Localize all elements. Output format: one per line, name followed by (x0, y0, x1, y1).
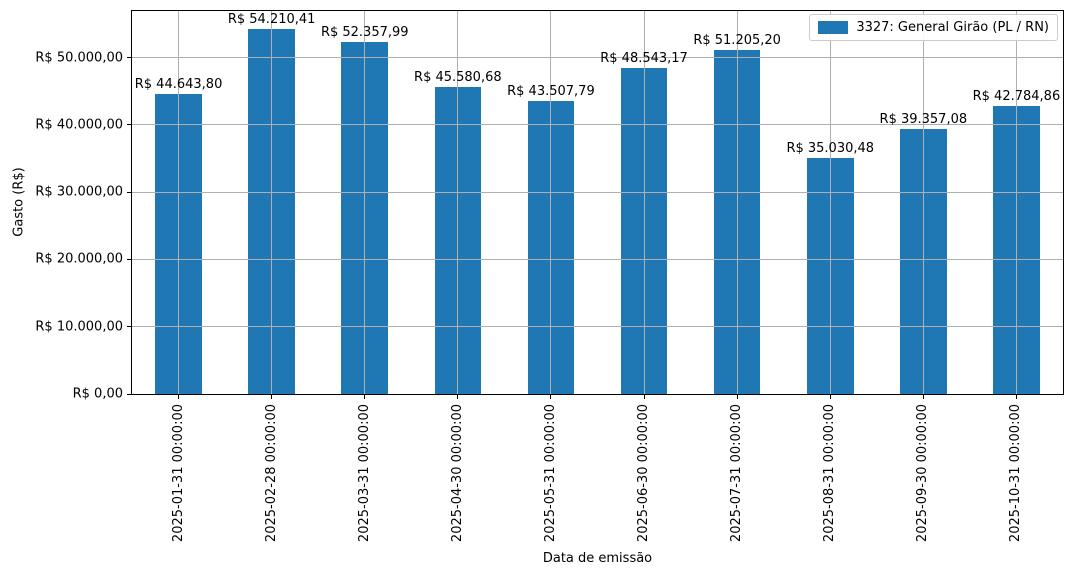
gridline-vertical (736, 11, 738, 394)
x-tick-mark (643, 395, 645, 399)
gridline-horizontal (132, 191, 1063, 193)
y-tick-mark (127, 191, 131, 193)
gridline-vertical (829, 11, 831, 394)
gridline-vertical (922, 11, 924, 394)
x-tick-mark (364, 395, 366, 399)
x-tick-mark (178, 395, 180, 399)
x-axis-label: Data de emissão (542, 551, 653, 566)
legend-label: 3327: General Girão (PL / RN) (856, 20, 1049, 35)
y-tick-label: R$ 40.000,00 (35, 117, 123, 133)
x-tick-mark (457, 395, 459, 399)
gridline-horizontal (132, 124, 1063, 126)
gridline-vertical (271, 11, 273, 394)
x-tick-label-text: 2025-03-31 00:00:00 (356, 404, 372, 543)
bar-value-label: R$ 45.580,68 (414, 70, 502, 86)
x-tick-label-text: 2025-07-31 00:00:00 (729, 404, 745, 543)
y-tick-label: R$ 20.000,00 (35, 251, 123, 267)
x-tick-label-text: 2025-08-31 00:00:00 (822, 404, 838, 543)
y-tick-label: R$ 30.000,00 (35, 184, 123, 200)
y-tick-label: R$ 0,00 (72, 386, 123, 402)
x-tick-label-text: 2025-02-28 00:00:00 (263, 404, 279, 543)
x-tick-label-text: 2025-04-30 00:00:00 (449, 404, 465, 543)
x-tick-mark (1015, 395, 1017, 399)
x-tick-label-text: 2025-09-30 00:00:00 (915, 404, 931, 543)
y-axis-label: Gasto (R$) (11, 167, 27, 237)
gridline-vertical (550, 11, 552, 394)
x-tick-label: 2025-10-31 00:00:00 (1008, 404, 1072, 542)
bar-value-label: R$ 43.507,79 (507, 84, 595, 100)
gridline-horizontal (132, 57, 1063, 59)
gridline-vertical (643, 11, 645, 394)
plot-area: 3327: General Girão (PL / RN) R$ 0,00 R$ … (35, 10, 1064, 542)
y-tick-mark (127, 393, 131, 395)
gridline-vertical (178, 11, 180, 394)
x-tick-mark (736, 395, 738, 399)
gridline-vertical (457, 11, 459, 394)
legend: 3327: General Girão (PL / RN) (809, 14, 1058, 41)
bar-value-label: R$ 48.543,17 (600, 50, 688, 66)
bar-value-label: R$ 42.784,86 (972, 89, 1061, 105)
y-tick-mark (127, 57, 131, 59)
bar-value-label: R$ 39.357,08 (879, 112, 968, 128)
y-tick-label: R$ 10.000,00 (35, 319, 123, 335)
x-tick-label-text: 2025-05-31 00:00:00 (542, 404, 558, 543)
bar-value-label: R$ 54.210,41 (227, 12, 316, 28)
bar-value-label: R$ 52.357,99 (320, 24, 409, 40)
y-tick-label: R$ 50.000,00 (35, 50, 123, 66)
bar-value-label: R$ 51.205,20 (693, 32, 781, 48)
gridline-horizontal (132, 326, 1063, 328)
x-tick-label-text: 2025-06-30 00:00:00 (636, 404, 652, 543)
gridline-vertical (1015, 11, 1017, 394)
gridline-vertical (364, 11, 366, 394)
y-tick-mark (127, 326, 131, 328)
y-tick-mark (127, 124, 131, 126)
x-tick-mark (829, 395, 831, 399)
x-tick-mark (271, 395, 273, 399)
x-tick-mark (922, 395, 924, 399)
y-tick-mark (127, 258, 131, 260)
x-tick-mark (550, 395, 552, 399)
bar-value-label: R$ 44.643,80 (134, 76, 223, 92)
legend-swatch-icon (818, 21, 849, 34)
bar-value-label: R$ 35.030,48 (786, 141, 875, 157)
gridline-horizontal (132, 258, 1063, 260)
x-tick-label-text: 2025-01-31 00:00:00 (170, 404, 186, 543)
x-tick-label-text: 2025-10-31 00:00:00 (1008, 404, 1024, 543)
